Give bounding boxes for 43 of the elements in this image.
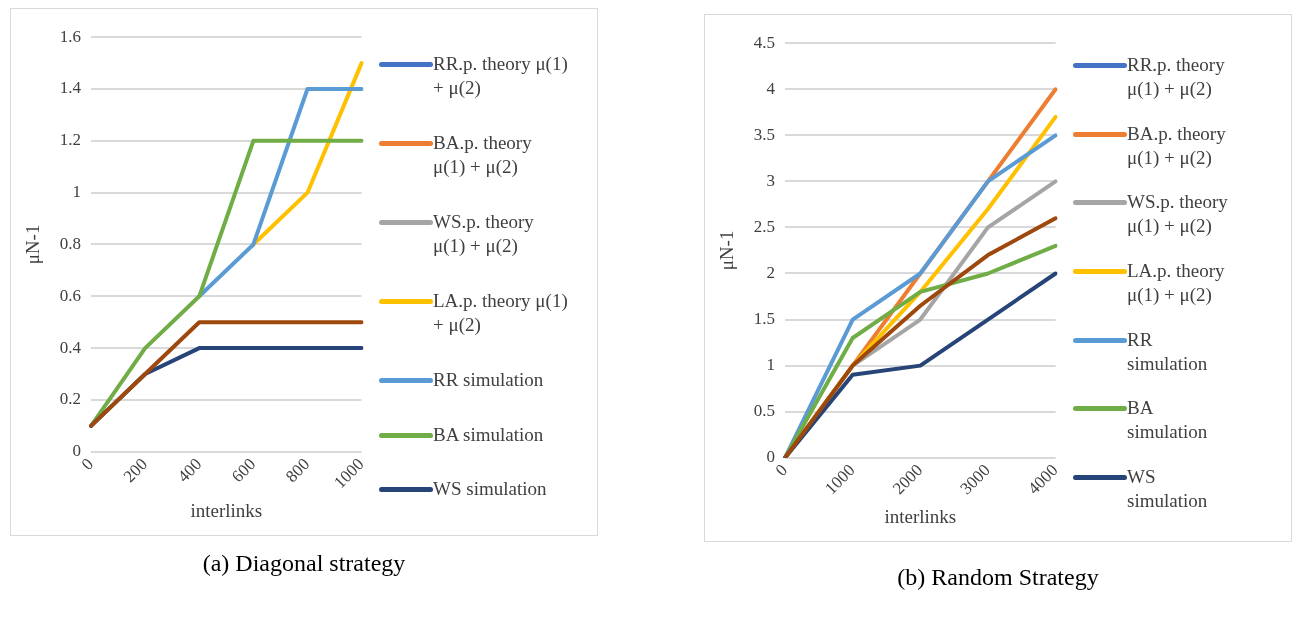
legend-label: WS simulation [1127, 464, 1209, 513]
y-tick-label: 2.5 [753, 216, 776, 236]
legend-label: LA.p. theory μ(1) + μ(2) [1127, 258, 1226, 307]
x-tick-label: 4000 [1024, 460, 1062, 498]
x-tick-label: 200 [119, 454, 152, 486]
y-axis-title: μN-1 [716, 230, 738, 271]
y-tick-label: 4.5 [753, 32, 776, 52]
y-tick-label: 0.5 [753, 401, 776, 421]
y-tick-label: 1.6 [59, 26, 82, 46]
y-tick-label: 1.4 [59, 78, 82, 98]
text: (a) Diagonal strategy [201, 550, 407, 577]
legend-label: RR simulation [433, 367, 544, 392]
legend-label: WS simulation [433, 477, 547, 502]
legend-label: WS.p. theory μ(1) + μ(2) [1127, 190, 1229, 239]
y-tick-label: 1 [766, 355, 776, 375]
x-tick-label: 400 [173, 454, 206, 486]
y-tick-label: 0.6 [59, 285, 82, 305]
y-tick-label: 0.8 [59, 233, 82, 253]
x-axis-title: interlinks [190, 499, 263, 521]
y-axis-title: μN-1 [22, 224, 44, 265]
x-tick-label: 800 [281, 454, 314, 486]
y-tick-label: 0 [72, 441, 82, 461]
legend-label: BA.p. theory μ(1) + μ(2) [433, 131, 533, 180]
y-tick-label: 3.5 [753, 124, 776, 144]
y-tick-label: 1 [72, 182, 82, 202]
legend-label: BA simulation [1127, 396, 1209, 445]
legend-label: BA simulation [433, 422, 544, 447]
legend-label: LA.p. theory μ(1) + μ(2) [433, 288, 568, 337]
legend-label: RR.p. theory μ(1) + μ(2) [1127, 53, 1226, 102]
legend-label: RR simulation [1127, 327, 1209, 376]
x-axis-title: interlinks [884, 505, 957, 527]
y-tick-label: 4 [766, 78, 776, 98]
text: (b) Random Strategy [896, 564, 1100, 591]
y-tick-label: 1.5 [753, 309, 776, 329]
legend-label: RR.p. theory μ(1) + μ(2) [433, 52, 568, 101]
legend-label: WS.p. theory μ(1) + μ(2) [433, 210, 535, 259]
x-tick-label: 600 [227, 454, 260, 486]
y-tick-label: 1.2 [59, 130, 82, 150]
y-tick-label: 0.4 [59, 337, 82, 357]
y-tick-label: 0.2 [59, 389, 82, 409]
y-tick-label: 3 [766, 170, 776, 190]
legend-label: BA.p. theory μ(1) + μ(2) [1127, 121, 1227, 170]
y-tick-label: 2 [766, 262, 776, 282]
